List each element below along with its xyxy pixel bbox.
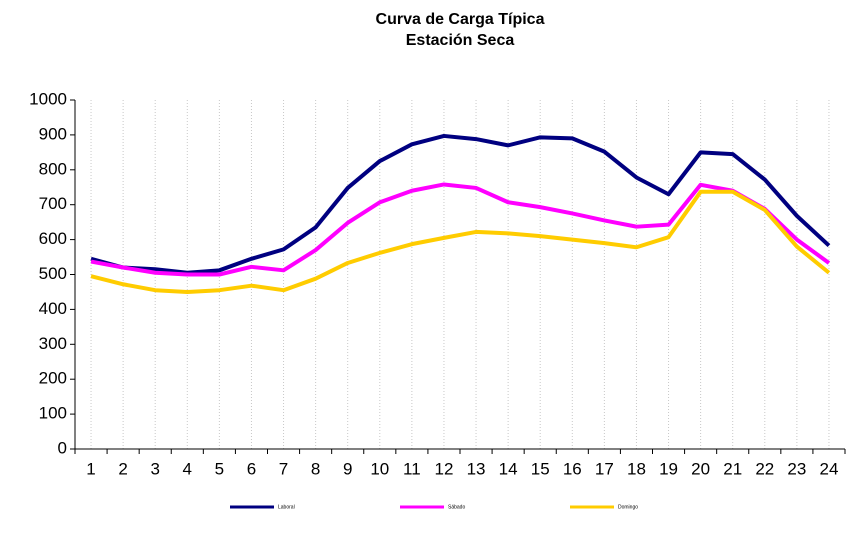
x-tick-label: 1: [86, 459, 95, 478]
y-tick-label: 500: [39, 264, 67, 283]
y-tick-label: 900: [39, 124, 67, 143]
y-tick-label: 300: [39, 334, 67, 353]
series-line: [90, 182, 831, 277]
x-tick-label: 4: [183, 459, 192, 478]
x-tick-label: 20: [691, 459, 710, 478]
x-tick-label: 12: [434, 459, 453, 478]
chart-subtitle: Estación Seca: [406, 32, 515, 49]
y-tick-label: 400: [39, 299, 67, 318]
x-tick-label: 8: [311, 459, 320, 478]
y-tick-label: 800: [39, 159, 67, 178]
legend-label: Laboral: [278, 504, 295, 510]
x-tick-label: 10: [370, 459, 389, 478]
x-tick-label: 11: [403, 459, 421, 478]
y-tick-label: 100: [39, 404, 67, 423]
y-tick-label: 1000: [29, 89, 67, 108]
x-tick-label: 19: [659, 459, 678, 478]
x-tick-label: 9: [343, 459, 352, 478]
x-tick-label: 18: [627, 459, 646, 478]
chart-title: Curva de Carga Típica: [376, 11, 545, 28]
x-tick-label: 5: [215, 459, 224, 478]
x-tick-label: 2: [118, 459, 127, 478]
x-tick-label: 13: [467, 459, 486, 478]
x-tick-label: 16: [563, 459, 582, 478]
y-tick-label: 200: [39, 369, 67, 388]
x-tick-label: 6: [247, 459, 256, 478]
x-tick-label: 17: [595, 459, 614, 478]
legend-label: Domingo: [618, 504, 638, 510]
x-tick-label: 21: [723, 459, 742, 478]
x-tick-label: 14: [499, 459, 518, 478]
x-tick-label: 15: [531, 459, 550, 478]
y-tick-label: 700: [39, 194, 67, 213]
y-tick-label: 600: [39, 229, 67, 248]
legend-label: Sábado: [448, 504, 465, 510]
x-tick-label: 24: [819, 459, 838, 478]
y-tick-label: 0: [58, 438, 67, 457]
series-line: [90, 189, 831, 294]
x-tick-label: 7: [279, 459, 288, 478]
x-tick-label: 23: [787, 459, 806, 478]
series-line: [90, 133, 831, 275]
x-tick-label: 3: [150, 459, 159, 478]
x-tick-label: 22: [755, 459, 774, 478]
